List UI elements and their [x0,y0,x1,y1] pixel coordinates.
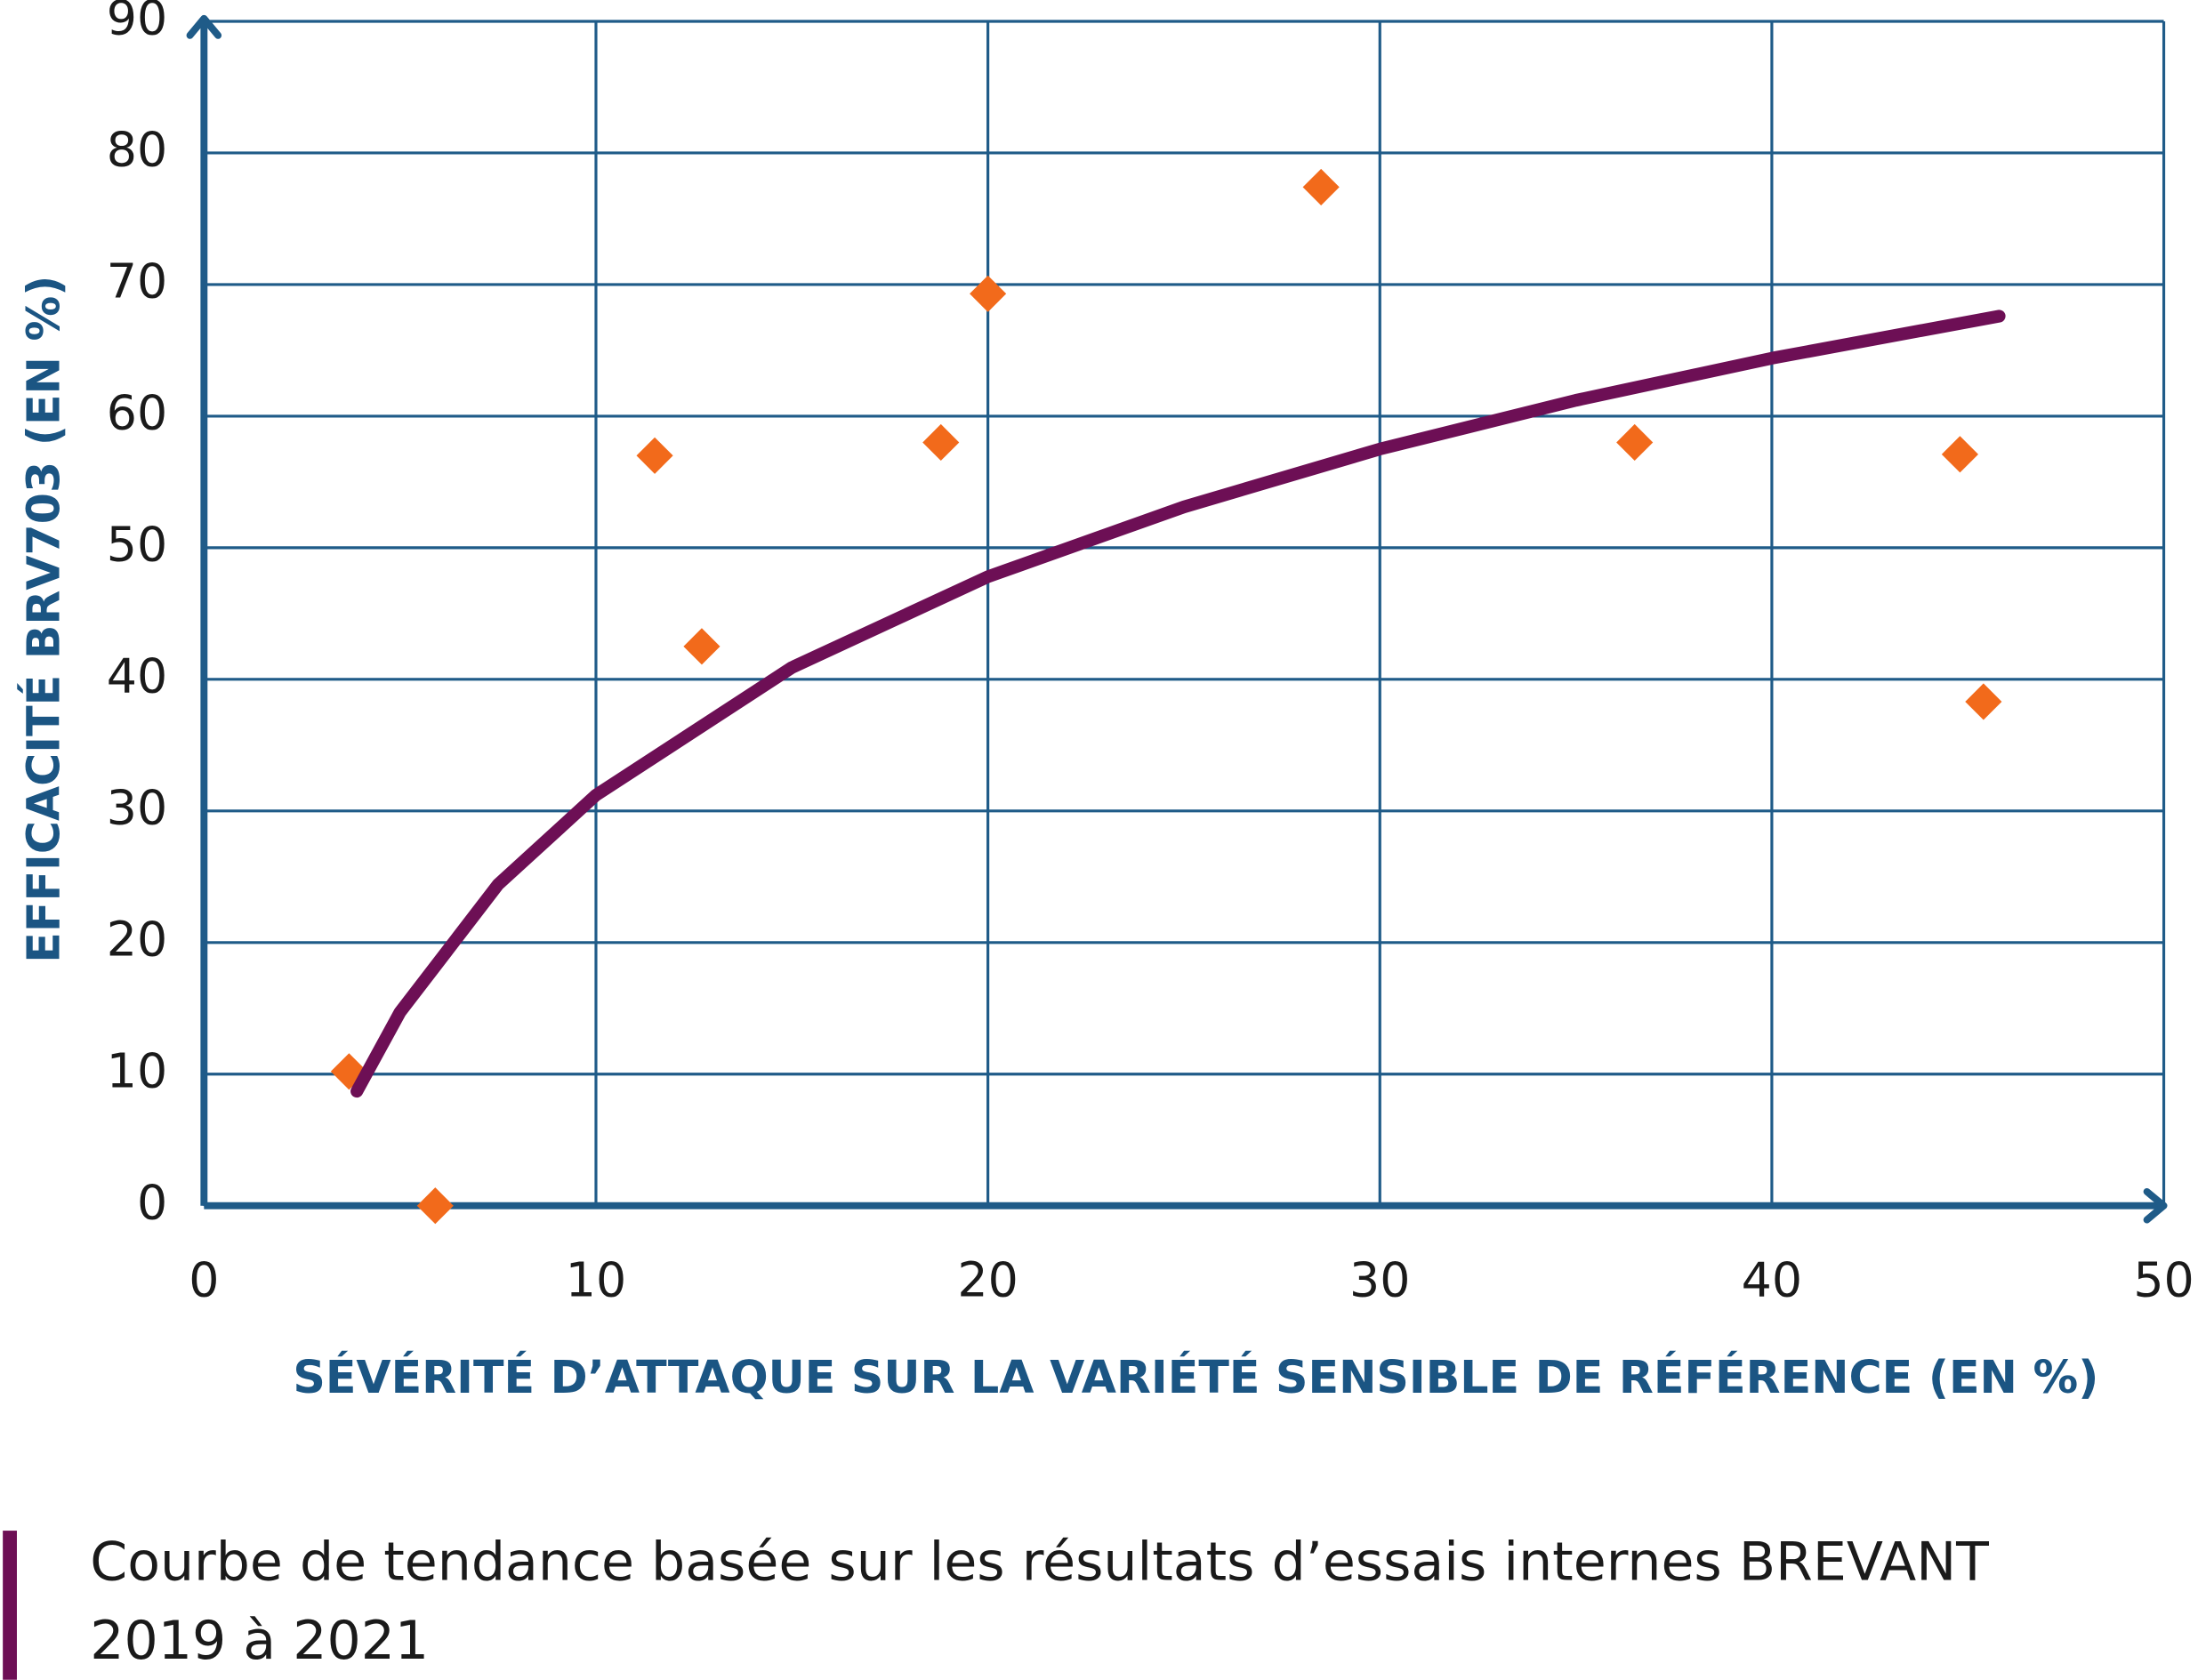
legend: Courbe de tendance basée sur les résulta… [90,1531,1989,1672]
y-tick-label: 10 [107,1042,167,1098]
y-axis-arrow [186,14,222,39]
y-tick-label: 0 [137,1174,167,1230]
x-axis-arrow [2143,1187,2168,1224]
axes: 0 10 20 30 40 50 60 70 80 90 0 10 20 30 40 50 [107,0,2194,1307]
x-tick-label: 0 [189,1251,219,1307]
x-tick-label: 20 [957,1251,1018,1307]
scatter-point [683,628,721,665]
scatter-point [1941,436,1978,473]
scatter-point [922,423,960,462]
legend-label: Courbe de tendance basée sur les résulta… [90,1531,1989,1672]
y-tick-label: 20 [107,911,167,967]
scatter-point [1302,168,1340,205]
y-axis-title: EFFICACITÉ BRV703 (EN %) [17,276,69,963]
x-tick-label: 50 [2133,1251,2194,1307]
legend-swatch [3,1531,17,1680]
x-tick-label: 10 [566,1251,626,1307]
scatter-point [1965,683,2002,720]
y-tick-label: 50 [107,517,167,573]
scatter-point [416,1187,454,1225]
x-tick-label: 40 [1742,1251,1802,1307]
y-tick-label: 40 [107,647,167,703]
scatter-point [636,437,673,474]
x-axis-title: SÉVÉRITÉ D’ATTAQUE SUR LA VARIÉTÉ SENSIB… [293,1351,2098,1403]
y-tick-label: 70 [107,253,167,309]
y-tick-label: 30 [107,779,167,835]
y-tick-label: 80 [107,122,167,178]
scatter-point [970,275,1007,312]
grid [202,20,2166,1208]
trend-line [350,309,2006,1098]
y-tick-label: 60 [107,385,167,441]
marks [330,168,2006,1225]
y-tick-label: 90 [107,0,167,46]
scatter-point [1616,423,1654,462]
x-tick-label: 30 [1349,1251,1410,1307]
